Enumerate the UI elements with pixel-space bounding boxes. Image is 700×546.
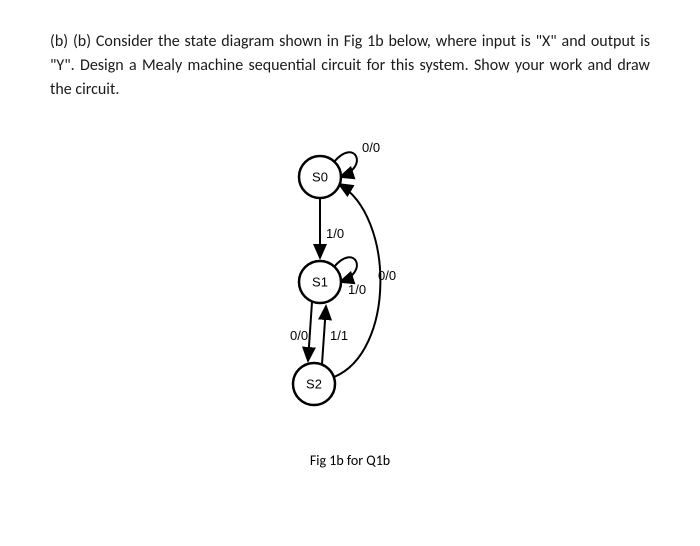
edge-s2-s1 [322, 306, 326, 364]
edge-label-s2-s1: 1/1 [330, 328, 348, 343]
edge-label-s0-s1: 1/0 [326, 226, 344, 241]
diagram-svg: 0/0 1/0 1/0 0/0 1/1 0/0 S0 S1 S2 [240, 122, 460, 442]
state-diagram: 0/0 1/0 1/0 0/0 1/1 0/0 S0 S1 S2 [240, 122, 460, 442]
edge-label-s0-self: 0/0 [362, 140, 380, 155]
edge-label-s1-s2: 0/0 [290, 328, 308, 343]
edge-s1-s2 [308, 302, 312, 361]
state-label-s2: S2 [306, 377, 322, 392]
question-text: (b) (b) Consider the state diagram shown… [50, 30, 650, 102]
edge-label-s1-self: 1/0 [348, 282, 366, 297]
edge-label-s2-s0: 0/0 [378, 268, 396, 283]
state-label-s0: S0 [312, 170, 328, 185]
figure-caption: Fig 1b for Q1b [50, 452, 650, 469]
state-label-s1: S1 [312, 275, 328, 290]
